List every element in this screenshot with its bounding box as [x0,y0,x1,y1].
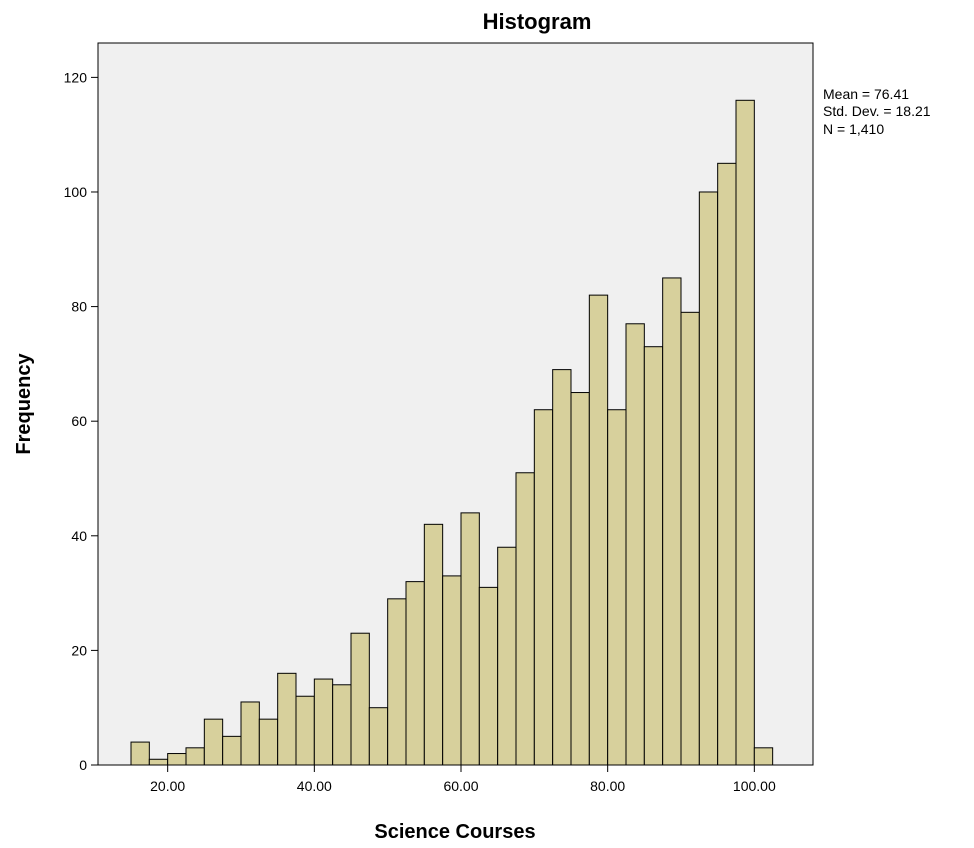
y-axis-label: Frequency [13,353,35,455]
histogram-bar [423,523,444,766]
histogram-bar [662,277,682,766]
histogram-bar [258,718,279,766]
x-tick-label: 100.00 [733,778,776,794]
stats-mean: Mean = 76.41 [823,86,909,102]
bars-group [130,99,774,766]
histogram-bar [203,718,224,766]
histogram-bar [277,672,297,766]
x-axis-label: Science Courses [374,821,535,843]
x-tick-label: 40.00 [297,778,332,794]
histogram-bar [698,191,719,766]
histogram-bar [717,162,737,766]
histogram-bar [533,409,554,766]
y-tick-label: 40 [71,528,87,544]
y-tick-label: 100 [64,184,88,200]
histogram-bar [552,369,572,766]
histogram-bar [222,735,242,766]
histogram-bar [460,512,480,766]
histogram-bar [167,753,187,766]
stats-box: Mean = 76.41 Std. Dev. = 18.21 N = 1,410 [823,86,931,137]
histogram-bar [442,575,462,766]
x-tick-label: 80.00 [590,778,625,794]
plot-frame [97,42,814,766]
histogram-bar [478,586,499,766]
chart-title: Histogram [483,9,592,34]
histogram-bar [570,392,590,766]
histogram-bar [387,598,407,766]
histogram-bar [313,678,334,766]
x-tick-label: 60.00 [443,778,478,794]
histogram-bar [753,747,774,766]
x-axis: 20.00 40.00 60.00 80.00 100.00 [150,765,776,794]
histogram-bar [607,409,627,766]
histogram-bar [680,311,700,766]
histogram-bar [735,99,755,766]
y-tick-label: 60 [71,413,87,429]
histogram-bar [148,758,169,766]
y-tick-label: 120 [64,69,88,85]
histogram-bar [185,747,205,766]
stats-n: N = 1,410 [823,121,884,137]
histogram-bar [405,581,425,766]
histogram-bar [588,294,609,766]
y-tick-label: 0 [79,757,87,773]
x-tick-label: 20.00 [150,778,185,794]
histogram-bar [368,707,389,766]
histogram-bar [625,323,645,766]
y-axis: 0 20 40 60 80 100 120 [64,69,98,773]
histogram-bar [295,695,315,766]
y-tick-label: 20 [71,642,87,658]
histogram-bar [643,346,664,766]
histogram-bar [332,684,352,766]
histogram-bar [497,546,517,766]
y-tick-label: 80 [71,299,87,315]
histogram-bar [350,632,370,766]
histogram-bar [130,741,150,766]
histogram-bar [240,701,260,766]
histogram-bar [515,472,535,766]
stats-std-dev: Std. Dev. = 18.21 [823,103,931,119]
